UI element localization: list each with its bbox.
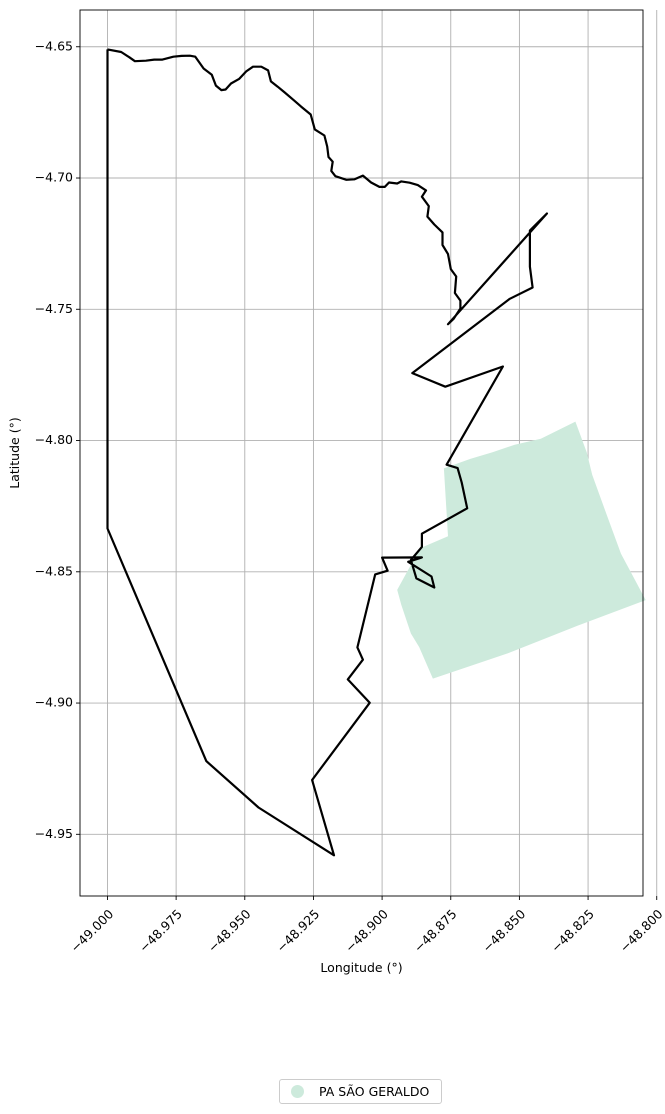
pa-sao-geraldo-polygon xyxy=(397,421,646,679)
x-tick-label: −48.850 xyxy=(479,906,528,955)
x-tick-label: −48.825 xyxy=(548,906,597,955)
x-tick-label: −48.800 xyxy=(617,906,665,955)
x-tick-label: −48.925 xyxy=(273,906,322,955)
y-tick-label: −4.85 xyxy=(35,563,73,578)
boundary-layer xyxy=(106,48,549,857)
x-tick-label: −48.875 xyxy=(411,906,460,955)
x-tick-label: −49.000 xyxy=(67,906,116,955)
municipality-boundary-line xyxy=(106,48,549,857)
y-tick-label: −4.70 xyxy=(35,170,73,185)
x-tick-label: −48.950 xyxy=(205,906,254,955)
x-tick-label: −48.975 xyxy=(136,906,185,955)
y-tick-label: −4.80 xyxy=(35,432,73,447)
y-tick-label: −4.65 xyxy=(35,38,73,53)
y-tick-label: −4.90 xyxy=(35,695,73,710)
legend: PA SÃO GERALDO xyxy=(279,1079,442,1104)
legend-label-pa-sao-geraldo: PA SÃO GERALDO xyxy=(319,1084,430,1099)
y-axis-label: Latitude (°) xyxy=(7,417,22,488)
axes-frame xyxy=(79,9,644,897)
x-axis-label: Longitude (°) xyxy=(320,960,402,975)
legend-marker-icon xyxy=(291,1085,304,1098)
y-tick-label: −4.95 xyxy=(35,826,73,841)
x-tick-label: −48.900 xyxy=(342,906,391,955)
polygon-layer xyxy=(397,421,646,679)
y-tick-label: −4.75 xyxy=(35,301,73,316)
